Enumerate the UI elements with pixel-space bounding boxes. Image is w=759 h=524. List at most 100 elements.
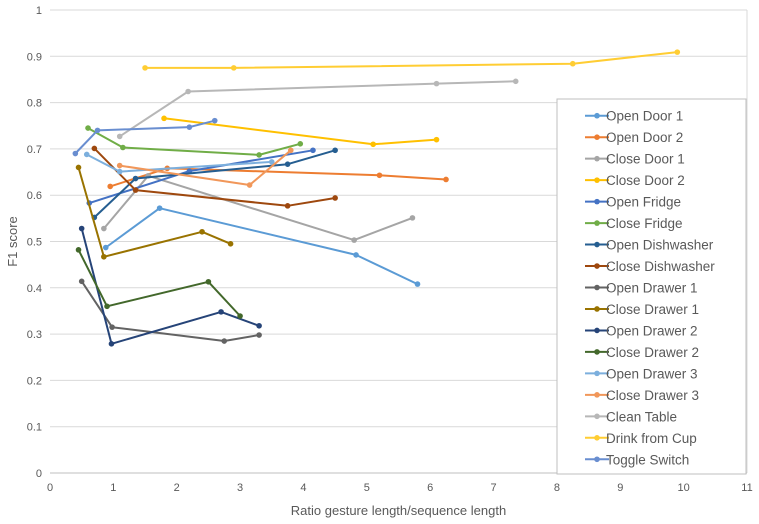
series-clean-table [116,78,519,140]
data-point [256,152,262,158]
legend-marker [594,284,600,291]
data-point [116,162,123,169]
legend-label: Close Drawer 2 [606,345,699,360]
data-point [109,324,115,330]
data-point [104,303,110,310]
legend-marker [594,370,600,377]
data-point [108,341,115,347]
data-point [94,127,101,134]
y-tick-label: 0.7 [27,144,42,156]
legend-label: Drink from Cup [606,431,697,446]
series-lines [72,49,681,347]
data-point [284,161,291,167]
data-point [287,147,294,154]
data-point [161,115,167,122]
series-close-drawer-1 [75,164,234,260]
legend-label: Open Drawer 2 [606,323,698,338]
data-point [237,313,243,319]
data-point [211,117,218,124]
x-tick-label: 9 [617,482,623,494]
series-close-drawer-3 [116,147,294,188]
data-point [85,125,91,131]
x-tick-label: 4 [300,482,306,494]
series-open-door-1 [102,205,421,287]
y-tick-label: 0.6 [27,190,42,202]
y-tick-label: 0.9 [27,51,42,63]
legend-marker [594,392,600,398]
legend-label: Open Fridge [606,195,681,210]
legend-marker [594,198,600,205]
data-point [569,60,576,67]
data-point [186,124,193,130]
legend-label: Open Door 1 [606,109,683,124]
x-axis-label: Ratio gesture length/sequence length [291,503,506,518]
legend-label: Close Drawer 1 [606,302,699,317]
series-line [87,127,301,156]
data-point [409,215,416,221]
y-tick-label: 0.8 [27,98,42,110]
data-point [91,145,98,152]
data-point [332,147,338,154]
data-point [205,278,212,285]
x-tick-label: 7 [490,482,496,494]
legend-label: Open Door 2 [606,130,683,145]
series-line [74,119,215,155]
y-axis-tick-labels: 0 0.1 0.2 0.3 0.4 0.5 0.6 0.7 0.8 0.9 1 [27,5,42,480]
data-point [132,175,139,182]
y-tick-label: 1 [36,5,42,17]
series-close-drawer-2 [75,247,243,319]
data-point [246,182,253,188]
data-point [284,203,291,209]
data-point [414,281,421,287]
data-point [268,159,275,165]
data-point [185,88,191,95]
data-point [332,195,338,201]
x-tick-label: 3 [237,482,243,494]
data-point [353,252,359,258]
data-point [102,244,109,251]
series-line [119,80,516,138]
data-point [72,150,79,157]
x-axis-tick-labels: 0 1 2 3 4 5 6 7 8 9 10 11 [47,482,753,494]
x-tick-label: 1 [110,482,116,494]
legend-marker [594,263,600,269]
data-point [297,141,304,147]
data-point [227,241,234,247]
legend-label: Close Drawer 3 [606,388,699,403]
y-axis-label: F1 score [5,216,20,267]
x-tick-label: 11 [741,482,752,494]
legend-marker [594,134,600,141]
legend-marker [594,177,600,183]
series-line [105,207,418,286]
series-open-drawer-1 [78,278,262,344]
legend-marker [594,220,600,226]
data-point [218,309,224,315]
data-point [75,247,82,253]
data-point [230,65,237,71]
series-line [103,174,413,242]
data-point [351,237,357,243]
data-point [78,225,85,232]
data-point [370,141,376,148]
legend-marker [594,241,600,248]
x-tick-label: 10 [678,482,690,494]
y-tick-label: 0.1 [27,422,42,434]
data-point [256,322,262,329]
series-line [80,280,260,342]
data-point [512,78,519,85]
legend-label: Toggle Switch [606,452,689,467]
series-line [93,149,336,219]
x-tick-label: 0 [47,482,53,494]
legend-label: Close Dishwasher [606,259,715,274]
legend-marker [594,456,600,463]
legend-label: Open Drawer 3 [606,366,698,381]
x-tick-label: 6 [427,482,433,494]
legend-marker [594,349,600,355]
y-tick-label: 0.4 [27,283,42,295]
data-point [310,147,316,154]
x-tick-label: 8 [554,482,560,494]
legend-label: Close Door 2 [606,173,685,188]
series-toggle-switch [72,117,218,157]
data-point [433,136,440,143]
